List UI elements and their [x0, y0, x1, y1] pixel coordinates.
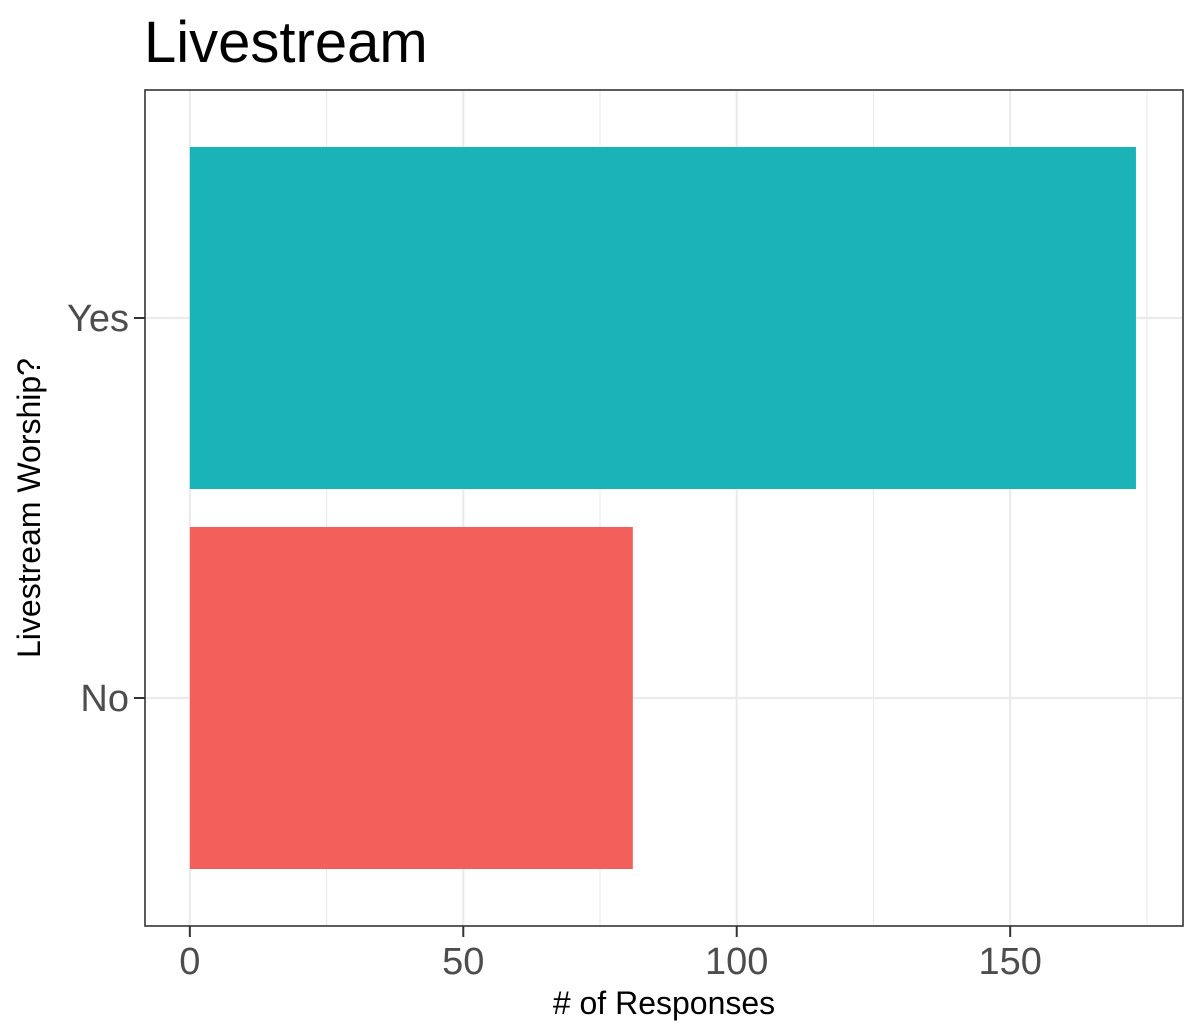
bars — [189, 147, 1136, 869]
chart-title: Livestream — [144, 10, 428, 75]
x-tick-label: 100 — [705, 941, 768, 983]
x-axis-title: # of Responses — [553, 985, 775, 1021]
x-tick-label: 0 — [179, 941, 200, 983]
bar-no — [189, 527, 633, 869]
x-axis: 0 50 100 150 — [179, 926, 1042, 983]
plot-panel — [144, 89, 1184, 927]
y-tick-label: Yes — [67, 298, 129, 340]
bar-yes — [189, 147, 1136, 489]
y-axis-title: Livestream Worship? — [11, 358, 47, 658]
x-tick-label: 150 — [978, 941, 1041, 983]
panel-border — [144, 89, 1184, 927]
y-tick-label: No — [80, 678, 129, 720]
x-tick-label: 50 — [442, 941, 484, 983]
y-axis: No Yes — [67, 298, 145, 720]
